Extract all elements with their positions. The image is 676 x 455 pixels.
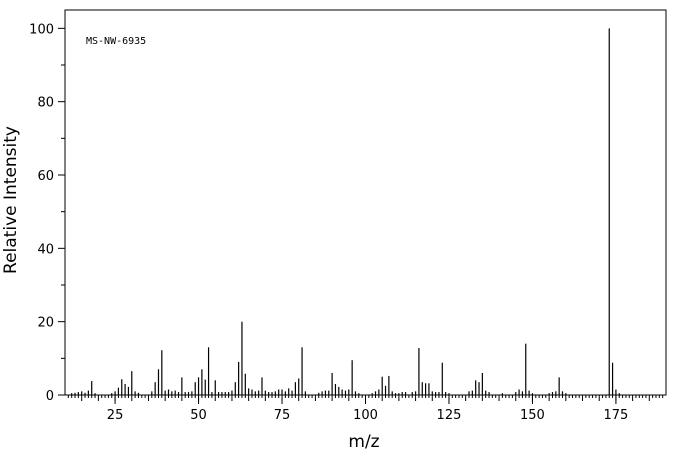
x-minor-ticks [67,395,664,401]
x-tick-label: 75 [274,408,291,423]
spectrum-peaks [71,28,620,395]
y-tick-label: 20 [37,316,54,331]
plot-frame [64,9,667,396]
x-tick-label: 100 [353,408,378,423]
x-tick-label: 150 [520,408,545,423]
y-axis-ticks: 0 20 40 60 80 100 [29,22,65,404]
x-tick-label: 175 [604,408,629,423]
y-tick-label: 40 [37,242,54,257]
x-tick-label: 50 [190,408,207,423]
spectrum-id-annotation: MS-NW-6935 [86,36,146,47]
y-tick-label: 100 [29,22,54,37]
y-tick-label: 80 [37,96,54,111]
x-tick-label: 125 [437,408,462,423]
x-axis-title: m/z [348,432,379,452]
x-axis-ticks: 25 50 75 100 125 150 175 [107,395,629,423]
y-tick-label: 0 [46,389,54,404]
x-tick-label: 25 [107,408,124,423]
y-axis-title: Relative Intensity [1,126,21,274]
y-tick-label: 60 [37,169,54,184]
